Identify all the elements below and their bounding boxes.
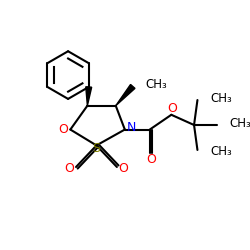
Text: O: O: [168, 102, 177, 115]
Polygon shape: [116, 84, 135, 106]
Text: S: S: [92, 142, 100, 155]
Text: O: O: [58, 123, 68, 136]
Text: N: N: [126, 121, 136, 134]
Text: O: O: [146, 153, 156, 166]
Text: CH₃: CH₃: [229, 117, 250, 130]
Text: O: O: [65, 162, 74, 174]
Text: CH₃: CH₃: [210, 145, 232, 158]
Text: CH₃: CH₃: [210, 92, 232, 105]
Text: O: O: [118, 162, 128, 174]
Polygon shape: [86, 87, 92, 106]
Text: CH₃: CH₃: [145, 78, 167, 91]
